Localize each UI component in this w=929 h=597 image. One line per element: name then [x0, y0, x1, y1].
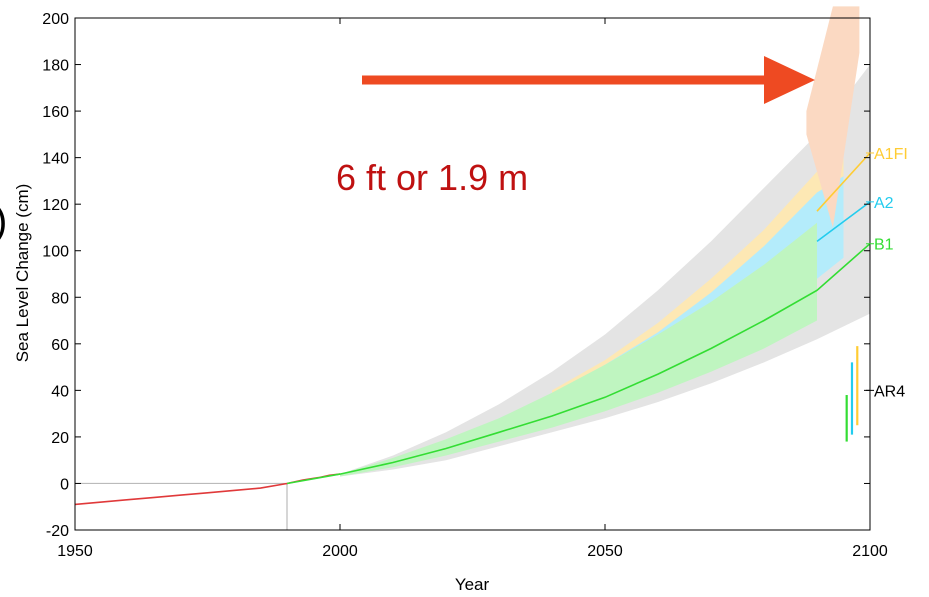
series-labels: A1FI A2 B1 AR4: [866, 146, 908, 400]
annotation-text: 6 ft or 1.9 m: [336, 157, 528, 198]
series-label-b1: B1: [874, 237, 894, 254]
band-b1: [340, 222, 817, 477]
y-tick-label: -20: [46, 523, 69, 540]
x-tick-label: 2100: [852, 543, 888, 560]
band-high-end-plume: [806, 6, 860, 228]
reference-lines: [75, 482, 288, 530]
x-tick-label: 2000: [322, 543, 358, 560]
series-lines: [74, 152, 871, 506]
arrow-head: [764, 56, 815, 104]
x-tick-label: 2050: [587, 543, 623, 560]
series-line-b1: [286, 243, 871, 485]
series-line-a2: [816, 201, 871, 243]
series-label-a1fi: A1FI: [874, 146, 908, 163]
y-tick-label: 100: [42, 244, 69, 261]
y-tick-label: 80: [51, 290, 69, 307]
series-label-a2: A2: [874, 195, 894, 212]
y-tick-label: 120: [42, 197, 69, 214]
y-tick-label: 140: [42, 151, 69, 168]
y-axis-title: Sea Level Change (cm): [13, 184, 32, 363]
y-tick-label: 180: [42, 58, 69, 75]
y-tick-label: 200: [42, 11, 69, 28]
x-tick-label: 1950: [57, 543, 93, 560]
y-tick-label: 60: [51, 337, 69, 354]
series-label-ar4: AR4: [874, 383, 905, 400]
y-tick-label: 0: [60, 476, 69, 493]
annotation-arrow: [362, 56, 815, 104]
y-tick-label: 20: [51, 430, 69, 447]
left-edge-fragment: ): [0, 199, 7, 243]
x-axis-title: Year: [455, 575, 490, 594]
y-tick-label: 40: [51, 383, 69, 400]
projection-bands: [340, 6, 870, 477]
axes: -20 0 20 40 60 80 100 120 140 160 180 200 1950 2000 20…: [42, 11, 888, 560]
plot-area-frame: [74, 17, 871, 531]
y-tick-label: 160: [42, 104, 69, 121]
series-line-a1fi: [816, 152, 871, 212]
